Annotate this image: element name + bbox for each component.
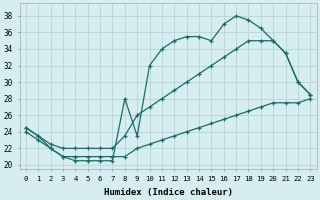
X-axis label: Humidex (Indice chaleur): Humidex (Indice chaleur)	[104, 188, 233, 197]
